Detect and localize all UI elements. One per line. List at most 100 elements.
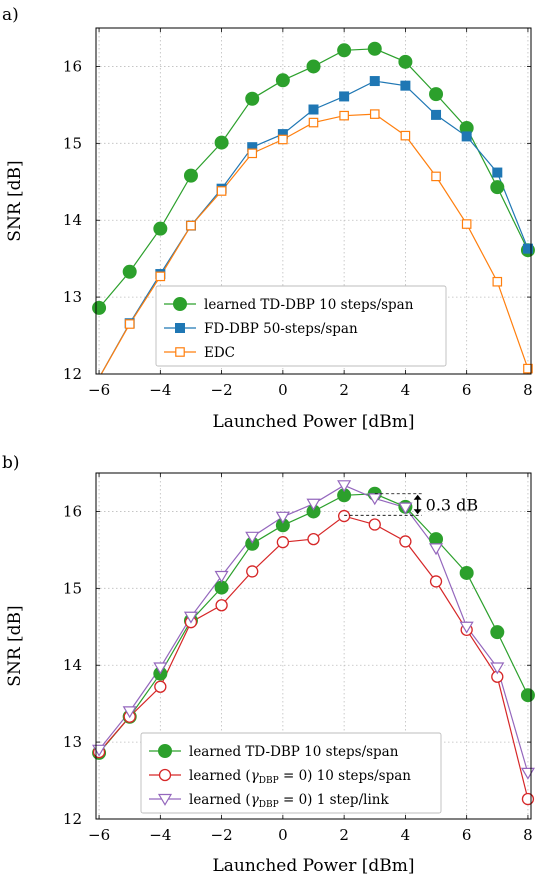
data-point [308, 117, 319, 128]
x-tick-label: 8 [523, 826, 533, 844]
data-point [431, 109, 442, 120]
data-point [521, 792, 535, 806]
data-point [245, 91, 260, 106]
data-point [154, 680, 167, 693]
data-point [122, 706, 137, 719]
y-tick-label: 14 [63, 656, 82, 674]
data-point [155, 271, 166, 282]
data-point [214, 580, 229, 595]
legend-entry: learned TD-DBP 10 steps/span [149, 744, 399, 760]
data-point [215, 599, 228, 612]
legend-entry: learned TD-DBP 10 steps/span [164, 297, 414, 313]
data-point [186, 220, 196, 231]
data-point [520, 767, 535, 780]
data-point [275, 73, 290, 88]
data-point [459, 565, 474, 580]
data-point [492, 276, 503, 287]
data-point [153, 662, 168, 675]
panel-a-label: a) [2, 5, 19, 25]
data-point [246, 565, 259, 578]
annotation-label: 0.3 dB [426, 496, 479, 515]
data-point [183, 168, 198, 183]
y-tick-label: 15 [63, 579, 82, 597]
x-tick-label: 4 [401, 826, 411, 844]
panel-b-x-axis-label: Launched Power [dBm] [212, 856, 414, 876]
data-point [369, 76, 380, 87]
data-point [492, 167, 503, 178]
x-tick-label: 2 [339, 381, 349, 399]
data-point [214, 570, 229, 583]
data-point [367, 41, 382, 56]
y-tick-label: 12 [63, 365, 82, 383]
legend-entry: EDC [164, 345, 235, 361]
legend-label: learned TD-DBP 10 steps/span [204, 297, 414, 313]
y-tick-label: 12 [63, 810, 82, 828]
data-point [306, 498, 321, 511]
data-point [522, 243, 533, 254]
legend-marker [175, 347, 185, 357]
data-point [490, 662, 505, 675]
legend-label: EDC [204, 345, 235, 361]
panel-a-axes-frame [95, 27, 532, 375]
legend-label: learned (γDBP = 0) 10 steps/span [189, 768, 411, 786]
y-tick-label: 16 [63, 502, 82, 520]
data-point [368, 518, 381, 531]
annotation-arrow-head-up [413, 494, 422, 500]
panel-b-y-axis-label: SNR [dB] [5, 605, 25, 686]
x-tick-label: 8 [523, 381, 533, 399]
data-point [153, 221, 168, 236]
x-tick-label: −2 [211, 381, 233, 399]
y-tick-label: 16 [63, 57, 82, 75]
data-point [523, 363, 533, 374]
panel-a-x-axis-label: Launched Power [dBm] [212, 412, 414, 432]
data-point [429, 87, 444, 102]
x-tick-label: 6 [462, 826, 472, 844]
legend-entry: learned (γDBP = 0) 1 step/link [149, 792, 389, 810]
legend-marker [158, 768, 172, 782]
data-point [339, 110, 349, 121]
data-point [461, 131, 472, 142]
x-tick-label: −4 [149, 381, 171, 399]
panel-b-label: b) [2, 453, 20, 473]
data-point [399, 535, 412, 548]
data-point [278, 134, 288, 145]
data-point [490, 180, 505, 195]
panel-a-legend: learned TD-DBP 10 steps/span FD-DBP 50-st… [155, 285, 447, 367]
data-point [216, 186, 227, 196]
panel-b-annotation: 0.3 dB [344, 493, 479, 516]
data-point [428, 543, 444, 556]
data-point [306, 59, 321, 74]
data-point [398, 54, 413, 69]
y-tick-label: 13 [63, 288, 82, 306]
data-point [276, 536, 290, 549]
panel-b-chart: −6 −4 −2 0 2 4 6 8 12 13 14 15 16 Launched Power [dBm… [2, 453, 535, 876]
legend-label: learned (γDBP = 0) 1 step/link [189, 792, 389, 810]
panel-a-chart: −6 −4 −2 0 2 4 6 8 12 13 14 15 16 Launched Power [dBm… [2, 5, 535, 432]
data-point [308, 104, 319, 115]
y-tick-label: 13 [63, 733, 82, 751]
data-point [429, 575, 443, 588]
annotation-arrow-head-down [413, 509, 422, 515]
x-tick-label: −4 [149, 826, 171, 844]
legend-box [140, 732, 442, 814]
data-point [337, 480, 352, 493]
panel-b-axes-frame [95, 472, 532, 820]
data-point [183, 611, 199, 624]
legend-label: FD-DBP 50-steps/span [204, 321, 358, 337]
legend-marker [157, 793, 173, 806]
panel-a-series-3-markers [124, 109, 533, 374]
x-tick-label: 6 [462, 381, 472, 399]
y-tick-label: 15 [63, 134, 82, 152]
y-tick-label: 14 [63, 211, 82, 229]
data-point [275, 511, 290, 524]
legend-label: learned TD-DBP 10 steps/span [189, 744, 399, 760]
data-point [307, 532, 320, 546]
data-point [337, 509, 351, 523]
x-tick-label: −6 [88, 381, 110, 399]
data-point [214, 135, 229, 150]
data-point [431, 171, 441, 182]
data-point [369, 109, 380, 119]
data-point [245, 531, 260, 544]
data-point [398, 502, 413, 515]
data-point [490, 625, 505, 640]
